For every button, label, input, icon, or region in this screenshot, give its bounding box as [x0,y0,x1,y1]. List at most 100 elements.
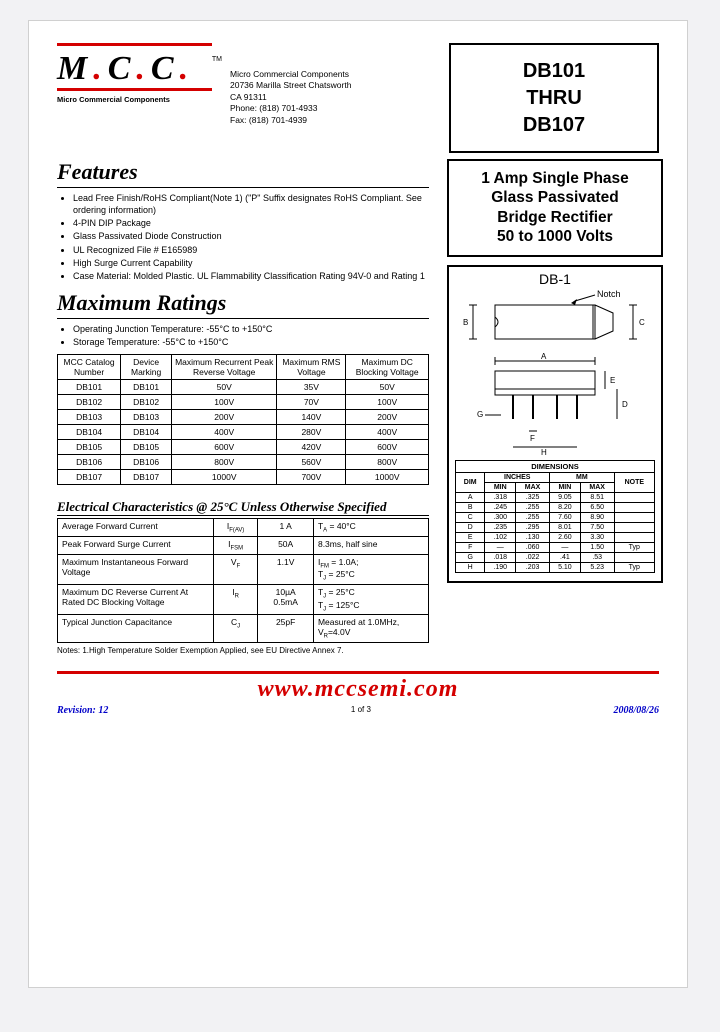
feature-item: Case Material: Molded Plastic. UL Flamma… [73,270,429,282]
svg-text:H: H [541,448,547,456]
dim-unit: INCHES [485,472,550,482]
ec-value: 1.1V [258,554,314,584]
dim-col: MAX [580,482,614,492]
ec-param: Typical Junction Capacitance [58,615,214,643]
svg-text:G: G [477,410,483,419]
title-l1: DB101 [523,58,585,85]
table-row: Peak Forward Surge Current IFSM 50A 8.3m… [58,536,429,554]
ec-condition: TA = 40°C [313,519,428,537]
website-url: www.mccsemi.com [57,676,659,703]
ratings-cell: DB105 [121,440,172,455]
dim-cell: C [456,512,485,522]
dim-cell: 3.30 [580,532,614,542]
dim-cell: 6.50 [580,502,614,512]
svg-text:C: C [639,318,645,327]
ec-table: Average Forward Current IF(AV) 1 A TA = … [57,518,429,643]
table-row: Maximum DC Reverse Current At Rated DC B… [58,585,429,615]
ratings-cell: 400V [346,425,429,440]
ratings-cell: 100V [346,395,429,410]
svg-text:A: A [541,352,547,361]
addr-name: Micro Commercial Components [230,69,351,80]
feature-item: 4-PIN DIP Package [73,217,429,229]
ec-condition: 8.3ms, half sine [313,536,428,554]
dim-cell: .022 [516,552,550,562]
dim-cell: — [485,542,516,552]
ec-value: 25pF [258,615,314,643]
feature-item: High Surge Current Capability [73,257,429,269]
ratings-cell: 200V [346,410,429,425]
logo-bottom-bar [57,88,212,91]
ratings-cell: DB101 [121,380,172,395]
ratings-cell: DB102 [58,395,121,410]
dim-cell: .318 [485,492,516,502]
title-l2: THRU [526,85,582,112]
ratings-cell: 600V [346,440,429,455]
table-row: B.245.2558.206.50 [456,502,655,512]
ratings-cell: 200V [172,410,277,425]
ec-symbol: IR [213,585,258,615]
dim-cell: .325 [516,492,550,502]
features-list: Lead Free Finish/RoHS Compliant(Note 1) … [73,192,429,282]
revision-date: 2008/08/26 [613,705,659,716]
ratings-cell: 70V [277,395,346,410]
ec-value: 10µA0.5mA [258,585,314,615]
ec-value: 50A [258,536,314,554]
dim-cell: 1.50 [580,542,614,552]
trademark: TM [212,56,222,63]
title-l3: DB107 [523,112,585,139]
dim-cell: E [456,532,485,542]
ratings-cell: DB104 [121,425,172,440]
ratings-cell: 600V [172,440,277,455]
package-title: DB-1 [455,271,655,287]
svg-text:B: B [463,318,468,327]
svg-text:F: F [530,434,535,443]
footer-divider [57,671,659,674]
dim-cell: .53 [580,552,614,562]
dim-col: MIN [550,482,581,492]
ratings-cell: 35V [277,380,346,395]
addr-fax: Fax: (818) 701-4939 [230,115,351,126]
dim-cell: .060 [516,542,550,552]
dim-cell: F [456,542,485,552]
table-row: DB101DB10150V35V50V [58,380,429,395]
package-svg: B C [455,291,655,456]
dim-cell: D [456,522,485,532]
dim-cell: .203 [516,562,550,572]
ratings-cell: 800V [346,455,429,470]
dim-cell [614,522,654,532]
table-row: DB104DB104400V280V400V [58,425,429,440]
dim-cell [614,492,654,502]
ratings-cell: 700V [277,470,346,485]
dim-cell [614,532,654,542]
ec-notes: Notes: 1.High Temperature Solder Exempti… [57,646,429,655]
package-drawing: B C [455,291,655,456]
feature-item: Lead Free Finish/RoHS Compliant(Note 1) … [73,192,429,216]
company-address: Micro Commercial Components 20736 Marill… [230,69,351,153]
ratings-cell: 140V [277,410,346,425]
ratings-header: MCC Catalog Number [58,355,121,380]
dim-cell: 8.01 [550,522,581,532]
logo-text: M.C.C. [57,52,212,86]
dim-cell: 7.50 [580,522,614,532]
table-row: Typical Junction Capacitance CJ 25pF Mea… [58,615,429,643]
ratings-cell: DB107 [121,470,172,485]
ratings-table: MCC Catalog NumberDevice MarkingMaximum … [57,354,429,485]
dim-cell: A [456,492,485,502]
table-row: A.318.3259.058.51 [456,492,655,502]
desc-l2: Glass Passivated [455,188,655,207]
dim-cell: .190 [485,562,516,572]
ratings-header: Maximum DC Blocking Voltage [346,355,429,380]
dim-cell: G [456,552,485,562]
svg-text:D: D [622,400,628,409]
ec-symbol: CJ [213,615,258,643]
ratings-cell: 50V [346,380,429,395]
ec-param: Maximum DC Reverse Current At Rated DC B… [58,585,214,615]
ec-header: Electrical Characteristics @ 25°C Unless… [57,499,429,516]
table-row: DB103DB103200V140V200V [58,410,429,425]
ratings-cell: DB102 [121,395,172,410]
dim-cell [614,502,654,512]
table-row: DB105DB105600V420V600V [58,440,429,455]
dim-cell: 7.60 [550,512,581,522]
ratings-cell: DB103 [121,410,172,425]
dim-cell [614,512,654,522]
